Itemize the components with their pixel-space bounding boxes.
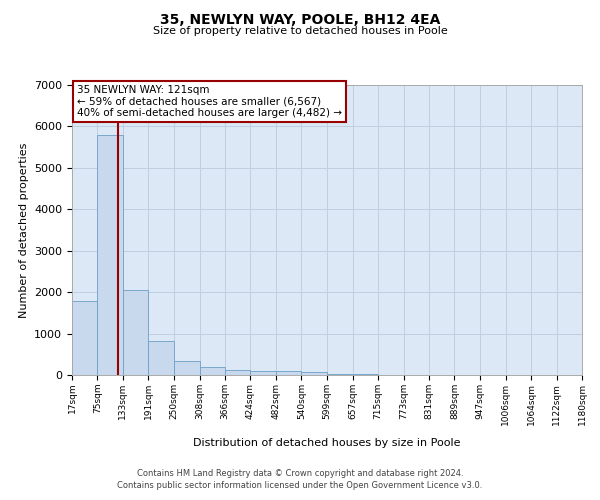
Bar: [174, 361, 200, 375]
Text: Contains HM Land Registry data © Crown copyright and database right 2024.: Contains HM Land Registry data © Crown c…: [137, 470, 463, 478]
Bar: [97, 134, 123, 375]
Bar: [250, 370, 276, 375]
Text: Contains public sector information licensed under the Open Government Licence v3: Contains public sector information licen…: [118, 482, 482, 490]
Bar: [225, 370, 250, 375]
Text: 35, NEWLYN WAY, POOLE, BH12 4EA: 35, NEWLYN WAY, POOLE, BH12 4EA: [160, 12, 440, 26]
Bar: [200, 367, 225, 375]
Bar: [353, 374, 378, 375]
Text: 35 NEWLYN WAY: 121sqm
← 59% of detached houses are smaller (6,567)
40% of semi-d: 35 NEWLYN WAY: 121sqm ← 59% of detached …: [77, 85, 342, 118]
Bar: [276, 371, 301, 375]
Text: Distribution of detached houses by size in Poole: Distribution of detached houses by size …: [193, 438, 461, 448]
Bar: [72, 302, 97, 375]
Text: Size of property relative to detached houses in Poole: Size of property relative to detached ho…: [152, 26, 448, 36]
Bar: [123, 290, 148, 375]
Bar: [327, 374, 353, 375]
Y-axis label: Number of detached properties: Number of detached properties: [19, 142, 29, 318]
Bar: [301, 372, 327, 375]
Bar: [148, 341, 174, 375]
